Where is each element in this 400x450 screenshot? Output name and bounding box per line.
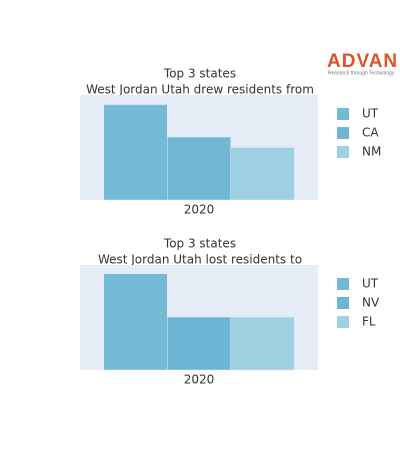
chart-title: Top 3 states [163, 67, 236, 81]
x-tick-label: 2020 [184, 373, 215, 387]
legend-label: UT [362, 277, 379, 291]
chart-subtitle: West Jordan Utah lost residents to [98, 253, 302, 267]
chart-subtitle: West Jordan Utah drew residents from [86, 83, 314, 97]
legend-swatch [337, 316, 349, 328]
legend-label: UT [362, 107, 379, 121]
legend-swatch [337, 127, 349, 139]
legend-label: FL [362, 315, 376, 329]
legend-label: NV [362, 296, 380, 310]
logo: ADVAN [327, 51, 398, 72]
chart-title: Top 3 states [163, 237, 236, 251]
bar [103, 104, 168, 201]
legend-label: NM [362, 145, 381, 159]
legend-swatch [337, 278, 349, 290]
bar [230, 147, 295, 201]
bar [167, 136, 231, 201]
bar [103, 273, 168, 371]
x-tick-label: 2020 [184, 203, 215, 217]
legend-swatch [337, 146, 349, 158]
bar [167, 316, 231, 371]
legend-swatch [337, 108, 349, 120]
legend-swatch [337, 297, 349, 309]
legend-label: CA [362, 126, 379, 140]
bar [230, 316, 295, 371]
logo-tagline: Research through Technology [328, 70, 395, 76]
